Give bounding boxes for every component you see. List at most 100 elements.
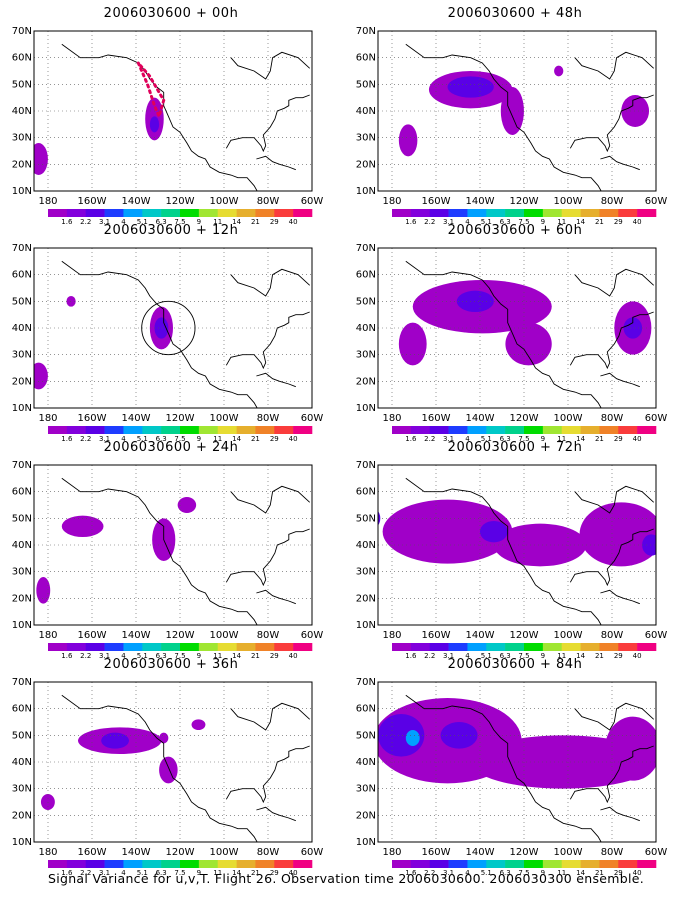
x-tick-label: 160W — [78, 196, 107, 207]
colorbar-label: 21 — [595, 869, 604, 877]
colorbar-swatch — [85, 643, 105, 651]
colorbar-swatch — [66, 860, 87, 868]
x-tick-label: 60W — [645, 413, 668, 424]
x-tick-label: 180 — [38, 847, 57, 858]
colorbar-label: 1.6 — [61, 652, 73, 660]
coastline — [569, 94, 654, 153]
x-tick-label: 140W — [466, 413, 495, 424]
colorbar-label: 29 — [614, 869, 623, 877]
colorbar-label: 11 — [213, 869, 222, 877]
x-tick-label: 80W — [601, 630, 624, 641]
map-panel: 2006030600 + 60h 10N 20N 30N 40N 50N 60N 70N 180… — [352, 223, 678, 443]
colorbar-label: 4 — [121, 218, 126, 226]
coastline — [569, 745, 654, 804]
colorbar-label: 40 — [633, 218, 642, 226]
colorbar-swatch — [618, 426, 638, 434]
colorbar-swatch — [142, 860, 162, 868]
coastline — [600, 806, 640, 822]
colorbar-swatch — [142, 426, 162, 434]
variance-region — [479, 521, 508, 543]
y-tick-label: 50N — [356, 296, 376, 307]
variance-region — [500, 87, 524, 135]
colorbar-label: 21 — [251, 435, 260, 443]
y-tick-label: 60N — [356, 704, 376, 715]
colorbar-swatch — [561, 643, 581, 651]
figure-caption: Signal Variance for u,v,T. Flight 26. Ob… — [47, 871, 645, 886]
colorbar-swatch — [599, 209, 619, 217]
y-tick-label: 10N — [356, 837, 376, 848]
colorbar-swatch — [637, 426, 657, 434]
panel-title: 2006030600 + 48h — [447, 6, 583, 21]
coastline — [61, 694, 258, 842]
y-tick-label: 20N — [356, 593, 376, 604]
map-panel: 2006030600 + 72h 10N 20N 30N 40N 50N 60N 70N 180… — [352, 440, 678, 660]
y-tick-label: 70N — [356, 460, 376, 471]
colorbar-label: 2.2 — [424, 435, 435, 443]
colorbar-swatch — [486, 643, 506, 651]
map-svg: 10N 20N 30N 40N 50N 60N 70N 180 160W 140W 120W 100W… — [12, 677, 324, 877]
colorbar-swatch — [198, 426, 219, 434]
y-tick-label: 40N — [12, 323, 32, 334]
y-tick-label: 10N — [356, 403, 376, 414]
coastline — [405, 43, 602, 191]
colorbar-label: 9 — [197, 435, 201, 443]
y-tick-label: 70N — [12, 677, 32, 688]
coastline — [225, 745, 310, 804]
colorbar-label: 11 — [213, 218, 222, 226]
colorbar-label: 14 — [576, 652, 585, 660]
colorbar-swatch — [217, 860, 237, 868]
colorbar-label: 5.1 — [481, 435, 492, 443]
y-tick-label: 20N — [12, 810, 32, 821]
colorbar-swatch — [293, 209, 313, 217]
variance-region — [177, 497, 197, 513]
colorbar-swatch — [48, 860, 68, 868]
colorbar-label: 5.1 — [137, 652, 148, 660]
x-tick-label: 140W — [122, 630, 151, 641]
variance-region — [405, 730, 420, 746]
plot-frame — [377, 30, 657, 192]
x-tick-label: 140W — [122, 847, 151, 858]
colorbar-label: 14 — [576, 218, 585, 226]
colorbar-swatch — [198, 643, 219, 651]
y-tick-label: 50N — [12, 296, 32, 307]
colorbar-swatch — [48, 643, 68, 651]
variance-region — [36, 577, 51, 604]
x-tick-label: 100W — [554, 630, 583, 641]
plot-frame — [33, 30, 313, 192]
y-tick-label: 70N — [356, 677, 376, 688]
y-tick-label: 20N — [12, 593, 32, 604]
coastline — [600, 372, 640, 388]
coastline — [569, 311, 654, 370]
x-tick-label: 180 — [382, 847, 401, 858]
colorbar-label: 1.6 — [405, 869, 417, 877]
colorbar-swatch — [410, 860, 431, 868]
x-tick-label: 120W — [166, 413, 195, 424]
x-tick-label: 80W — [257, 630, 280, 641]
colorbar-label: 2.2 — [80, 218, 91, 226]
x-tick-label: 120W — [510, 847, 539, 858]
colorbar-swatch — [486, 426, 506, 434]
y-tick-label: 10N — [356, 186, 376, 197]
colorbar-swatch — [255, 860, 275, 868]
y-tick-label: 10N — [12, 186, 32, 197]
colorbar-swatch — [392, 860, 412, 868]
y-tick-label: 60N — [356, 53, 376, 64]
colorbar-swatch — [255, 643, 275, 651]
colorbar-swatch — [580, 643, 600, 651]
colorbar-label: 11 — [557, 435, 566, 443]
variance-region — [101, 732, 129, 749]
x-tick-label: 180 — [38, 196, 57, 207]
colorbar-label: 6.3 — [156, 652, 167, 660]
colorbar-label: 3.1 — [443, 869, 454, 877]
coastline — [256, 155, 296, 171]
x-tick-label: 120W — [166, 847, 195, 858]
coastline — [230, 51, 311, 80]
colorbar-label: 9 — [197, 869, 201, 877]
colorbar-swatch — [637, 209, 657, 217]
colorbar-swatch — [293, 860, 313, 868]
colorbar-label: 2.2 — [80, 869, 91, 877]
colorbar-label: 2.2 — [424, 869, 435, 877]
colorbar-label: 29 — [270, 435, 279, 443]
y-tick-label: 30N — [356, 133, 376, 144]
y-tick-label: 50N — [356, 513, 376, 524]
